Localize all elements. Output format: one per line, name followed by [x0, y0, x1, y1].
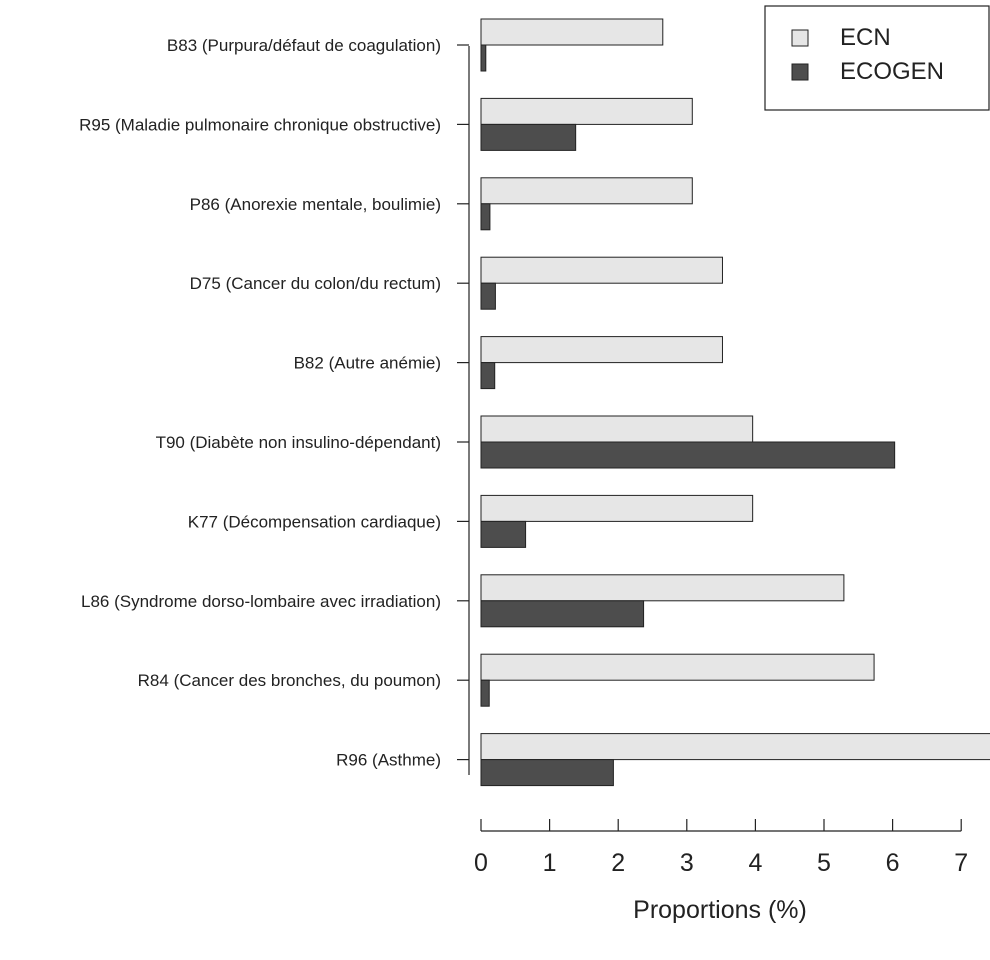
legend: ECN ECOGEN [764, 5, 990, 111]
bar-ecogen-7 [480, 600, 645, 628]
category-label: L86 (Syndrome dorso-lombaire avec irradi… [81, 592, 441, 611]
category-label: B82 (Autre anémie) [294, 354, 441, 373]
x-tick-label: 7 [954, 849, 968, 877]
bar-ecn-8 [480, 653, 875, 681]
x-tick-label: 0 [474, 849, 488, 877]
bar-ecogen-5 [480, 441, 896, 469]
x-tick-label: 6 [886, 849, 900, 877]
x-tick-label: 1 [543, 849, 557, 877]
bar-ecogen-3 [480, 282, 496, 310]
x-axis: 0 1 2 3 4 5 6 7 [474, 819, 968, 877]
bar-ecn-1 [480, 97, 693, 125]
category-label: B83 (Purpura/défaut de coagulation) [167, 36, 441, 55]
legend-label-ecogen: ECOGEN [840, 58, 944, 85]
bar-ecn-3 [480, 256, 723, 284]
legend-swatch-ecogen [791, 63, 809, 81]
bar-ecogen-6 [480, 520, 527, 548]
bar-ecn-2 [480, 177, 693, 205]
bar-ecogen-9 [480, 759, 614, 787]
bar-ecogen-4 [480, 362, 496, 390]
category-label: R84 (Cancer des bronches, du poumon) [138, 671, 441, 690]
legend-swatch-ecn [791, 29, 809, 47]
bar-ecogen-8 [480, 679, 490, 707]
bar-ecn-9 [480, 733, 990, 761]
category-label: P86 (Anorexie mentale, boulimie) [190, 195, 441, 214]
x-tick-label: 3 [680, 849, 694, 877]
legend-box [764, 5, 990, 111]
bar-ecn-5 [480, 415, 754, 443]
category-label: D75 (Cancer du colon/du rectum) [190, 274, 441, 293]
bar-ecn-0 [480, 18, 664, 46]
x-axis-title: Proportions (%) [633, 896, 807, 924]
category-label: K77 (Décompensation cardiaque) [188, 512, 441, 531]
x-tick-label: 5 [817, 849, 831, 877]
category-label: R96 (Asthme) [336, 751, 441, 770]
bar-ecn-6 [480, 494, 754, 522]
legend-label-ecn: ECN [840, 24, 891, 51]
category-label: T90 (Diabète non insulino-dépendant) [156, 433, 441, 452]
bar-ecn-7 [480, 574, 845, 602]
bars-group [480, 18, 990, 787]
category-label: R95 (Maladie pulmonaire chronique obstru… [79, 115, 441, 134]
x-tick-label: 2 [611, 849, 625, 877]
bar-ecogen-2 [480, 203, 491, 231]
bar-ecogen-0 [480, 44, 487, 72]
x-tick-label: 4 [748, 849, 762, 877]
bar-ecogen-1 [480, 123, 577, 151]
y-axis: B83 (Purpura/défaut de coagulation) R95 (… [79, 36, 470, 775]
bar-ecn-4 [480, 336, 723, 364]
